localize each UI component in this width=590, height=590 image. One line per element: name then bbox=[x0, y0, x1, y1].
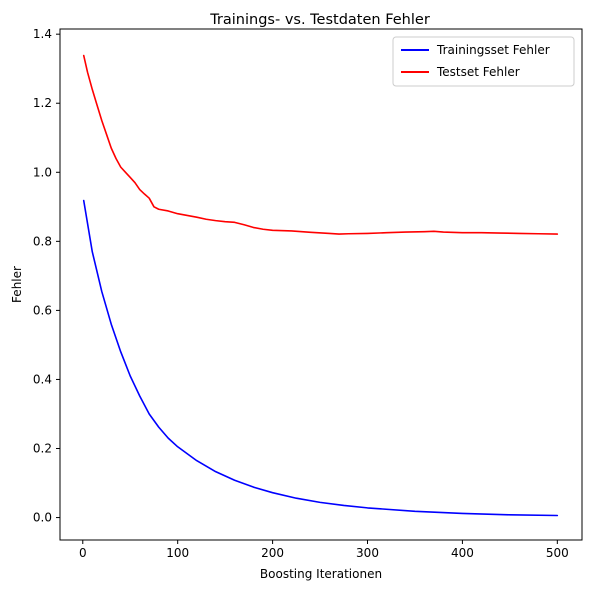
y-tick-label: 0.6 bbox=[33, 303, 52, 317]
y-tick-label: 0.4 bbox=[33, 372, 52, 386]
y-tick-label: 0.0 bbox=[33, 511, 52, 525]
y-axis-ticks: 0.0 0.2 0.4 0.6 0.8 1.0 1.2 1.4 bbox=[33, 27, 60, 525]
legend: Trainingsset Fehler Testset Fehler bbox=[392, 36, 575, 87]
x-tick-label: 200 bbox=[261, 546, 284, 560]
legend-label-training: Trainingsset Fehler bbox=[436, 43, 550, 57]
x-tick-label: 400 bbox=[451, 546, 474, 560]
training-error-line bbox=[82, 199, 559, 517]
x-tick-label: 100 bbox=[166, 546, 189, 560]
y-tick-label: 0.8 bbox=[33, 234, 52, 248]
x-axis-ticks: 0 100 200 300 400 500 bbox=[79, 540, 569, 560]
series-layer bbox=[82, 54, 559, 517]
y-tick-label: 1.4 bbox=[33, 27, 52, 41]
y-tick-label: 1.0 bbox=[33, 165, 52, 179]
y-tick-label: 0.2 bbox=[33, 442, 52, 456]
x-tick-label: 0 bbox=[79, 546, 87, 560]
test-error-line bbox=[82, 54, 559, 235]
legend-box bbox=[392, 36, 575, 87]
plot-frame bbox=[59, 28, 583, 541]
x-axis-label: Boosting Iterationen bbox=[260, 567, 382, 581]
legend-label-test: Testset Fehler bbox=[436, 65, 520, 79]
x-tick-label: 300 bbox=[356, 546, 379, 560]
chart-title: Trainings- vs. Testdaten Fehler bbox=[209, 12, 430, 28]
y-tick-label: 1.2 bbox=[33, 96, 52, 110]
y-axis-label: Fehler bbox=[10, 266, 24, 303]
x-tick-label: 500 bbox=[546, 546, 569, 560]
